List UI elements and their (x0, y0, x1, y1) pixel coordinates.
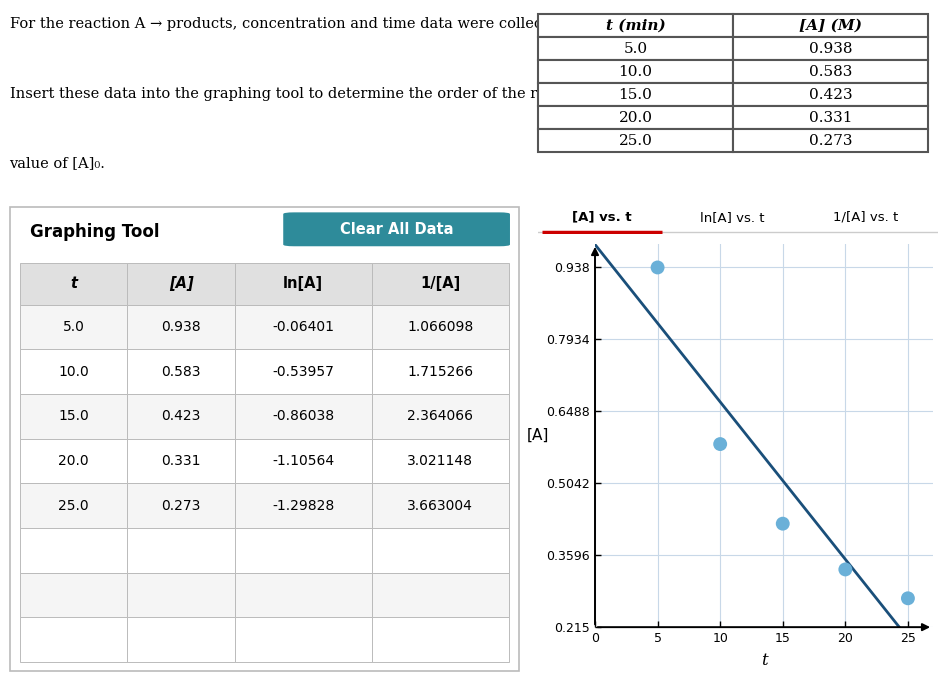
Bar (20, 439, 128, 483)
Bar (235, 394, 371, 439)
Bar (128, 304, 235, 349)
Bar (235, 617, 371, 662)
Bar (128, 394, 235, 439)
Bar (20, 304, 128, 349)
Bar (235, 349, 371, 394)
Text: Insert these data into the graphing tool to determine the order of the reaction : Insert these data into the graphing tool… (10, 87, 652, 101)
Bar (20, 617, 128, 662)
Text: -0.06401: -0.06401 (272, 320, 334, 334)
Bar (235, 483, 371, 528)
Text: 1.715266: 1.715266 (407, 365, 473, 378)
Text: Clear All Data: Clear All Data (340, 222, 453, 237)
Bar (371, 304, 508, 349)
Text: 0.273: 0.273 (162, 498, 201, 513)
Text: For the reaction A → products, concentration and time data were collected.: For the reaction A → products, concentra… (10, 17, 570, 31)
Text: 10.0: 10.0 (58, 365, 89, 378)
Text: 0.938: 0.938 (161, 320, 201, 334)
Text: 15.0: 15.0 (58, 410, 89, 423)
Bar (128, 617, 235, 662)
Text: 25.0: 25.0 (58, 498, 89, 513)
Text: 1/[A]: 1/[A] (420, 276, 461, 291)
Text: 3.021148: 3.021148 (407, 454, 473, 468)
Bar (371, 483, 508, 528)
Text: 20.0: 20.0 (58, 454, 89, 468)
Text: t: t (70, 276, 77, 291)
Text: [A] vs. t: [A] vs. t (572, 211, 632, 224)
Bar (128, 262, 235, 304)
Text: -0.86038: -0.86038 (272, 410, 334, 423)
Bar (371, 262, 508, 304)
Text: -1.10564: -1.10564 (272, 454, 334, 468)
Text: 3.663004: 3.663004 (407, 498, 473, 513)
Bar (20, 262, 128, 304)
Bar (371, 573, 508, 617)
X-axis label: t: t (761, 652, 767, 669)
Y-axis label: [A]: [A] (526, 428, 548, 443)
Bar (235, 573, 371, 617)
Point (650, 262, 665, 273)
Text: [A]: [A] (169, 276, 193, 291)
Text: 2.364066: 2.364066 (407, 410, 473, 423)
Text: value of [A]₀.: value of [A]₀. (10, 157, 106, 170)
Bar (128, 573, 235, 617)
Bar (128, 349, 235, 394)
Text: -1.29828: -1.29828 (272, 498, 334, 513)
Point (901, 593, 916, 603)
Bar (235, 439, 371, 483)
Text: 0.423: 0.423 (162, 410, 201, 423)
FancyBboxPatch shape (284, 212, 510, 246)
Text: 0.331: 0.331 (161, 454, 201, 468)
Point (775, 518, 790, 529)
Bar (128, 528, 235, 573)
Text: 1.066098: 1.066098 (407, 320, 473, 334)
Bar (20, 573, 128, 617)
Text: ln[A]: ln[A] (284, 276, 324, 291)
Bar (235, 528, 371, 573)
Text: 1/[A] vs. t: 1/[A] vs. t (833, 211, 899, 224)
Bar (20, 528, 128, 573)
Bar (128, 483, 235, 528)
Text: ln[A] vs. t: ln[A] vs. t (700, 211, 764, 224)
Bar (128, 439, 235, 483)
Bar (20, 349, 128, 394)
Text: Graphing Tool: Graphing Tool (30, 223, 159, 241)
Text: -0.53957: -0.53957 (272, 365, 334, 378)
Bar (371, 617, 508, 662)
Bar (235, 304, 371, 349)
Bar (235, 262, 371, 304)
Point (838, 564, 853, 575)
Bar (20, 394, 128, 439)
Bar (371, 439, 508, 483)
Text: 5.0: 5.0 (63, 320, 85, 334)
Bar (371, 349, 508, 394)
Point (712, 439, 727, 450)
Bar (20, 483, 128, 528)
Text: 0.583: 0.583 (161, 365, 201, 378)
Bar (371, 528, 508, 573)
Bar (371, 394, 508, 439)
